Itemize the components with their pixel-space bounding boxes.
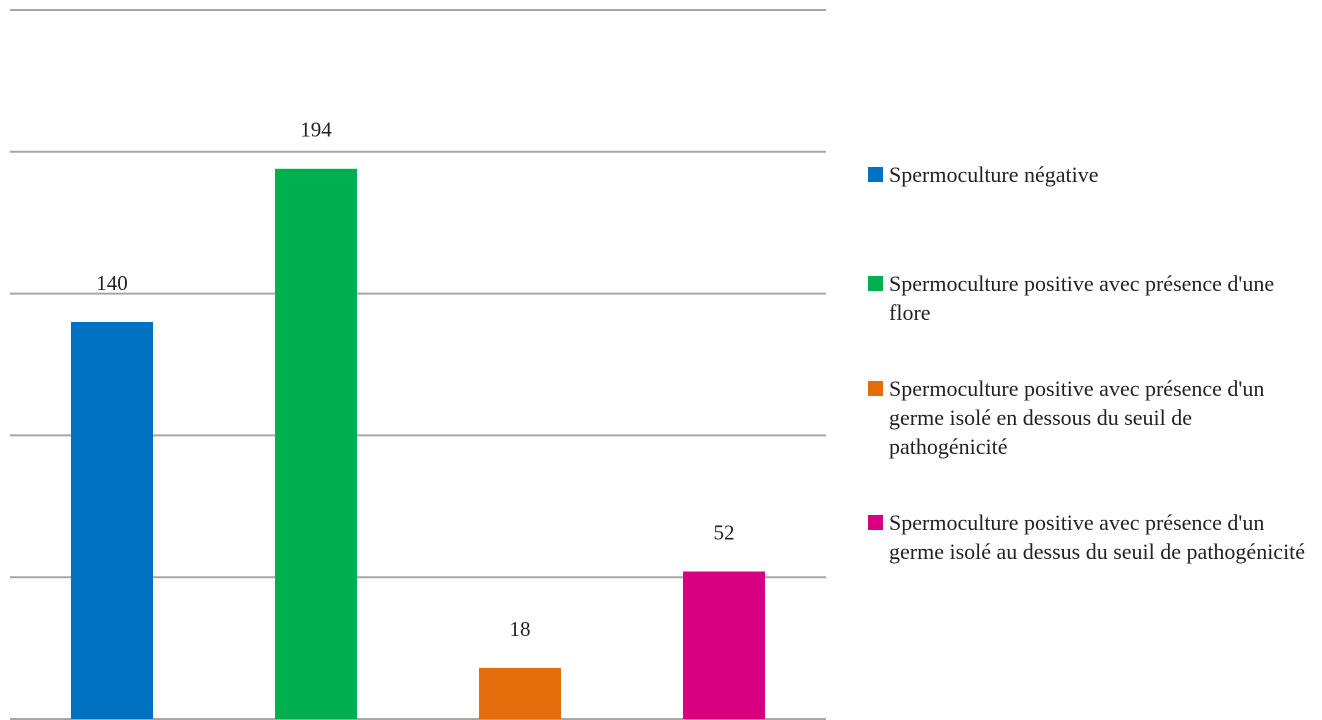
data-label: 194	[300, 118, 332, 142]
bar	[71, 321, 153, 719]
bar	[275, 168, 357, 720]
legend-swatch	[868, 276, 883, 291]
legend-item: Spermoculture positive avec présence d'u…	[868, 269, 1307, 327]
legend-item: Spermoculture positive avec présence d'u…	[868, 508, 1307, 566]
legend-label: Spermoculture positive avec présence d'u…	[889, 376, 1265, 459]
data-label: 52	[714, 520, 735, 544]
legend-swatch	[868, 167, 883, 182]
bar	[479, 667, 561, 719]
data-label: 140	[96, 271, 128, 295]
legend-swatch	[868, 515, 883, 530]
legend-label: Spermoculture négative	[889, 162, 1099, 187]
legend-label: Spermoculture positive avec présence d'u…	[889, 271, 1275, 325]
legend-label: Spermoculture positive avec présence d'u…	[889, 510, 1306, 564]
legend-item: Spermoculture négative	[868, 160, 1307, 189]
bar	[683, 571, 765, 719]
legend-item: Spermoculture positive avec présence d'u…	[868, 374, 1307, 461]
data-label: 18	[510, 617, 531, 641]
legend-swatch	[868, 381, 883, 396]
